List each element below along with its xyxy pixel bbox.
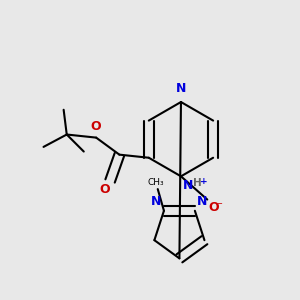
Text: +: + — [200, 177, 208, 186]
Text: O: O — [208, 201, 219, 214]
Text: H: H — [193, 178, 202, 188]
Text: N: N — [176, 82, 186, 95]
Text: ⁻: ⁻ — [216, 201, 222, 211]
Text: O: O — [91, 120, 101, 133]
Text: N: N — [151, 195, 161, 208]
Text: N: N — [182, 179, 193, 192]
Text: N: N — [197, 195, 208, 208]
Text: O: O — [99, 183, 110, 196]
Text: CH₃: CH₃ — [148, 178, 164, 187]
